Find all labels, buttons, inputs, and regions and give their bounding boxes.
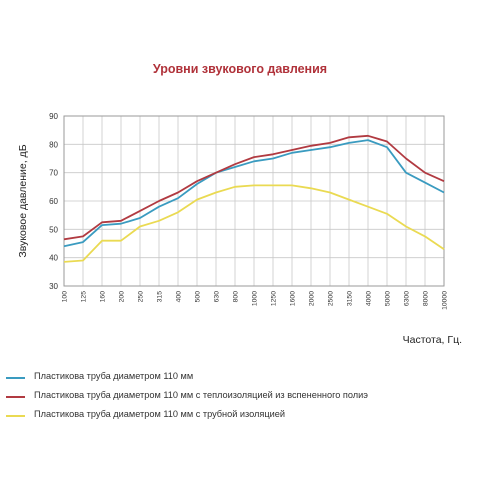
x-tick-label: 1600 bbox=[289, 291, 296, 306]
y-tick-label: 50 bbox=[49, 225, 58, 234]
series-line bbox=[63, 139, 445, 248]
legend-label: Пластикова труба диаметром 110 мм bbox=[34, 371, 194, 381]
x-tick-label: 6300 bbox=[403, 291, 410, 306]
y-tick-label: 70 bbox=[49, 169, 58, 178]
x-tick-label: 200 bbox=[118, 291, 125, 303]
x-tick-label: 800 bbox=[232, 291, 239, 303]
legend-item: Пластикова труба диаметром 110 мм с тепл… bbox=[6, 389, 474, 408]
x-tick-label: 2500 bbox=[327, 291, 334, 306]
x-axis-label: Частота, Гц. bbox=[403, 334, 462, 346]
legend-label: Пластикова труба диаметром 110 мм с труб… bbox=[34, 409, 286, 419]
x-tick-label: 3150 bbox=[346, 291, 353, 306]
legend-item: Пластикова труба диаметром 110 мм с труб… bbox=[6, 408, 474, 427]
legend-swatch bbox=[6, 377, 25, 379]
legend-swatch bbox=[6, 415, 25, 417]
x-tick-label: 100 bbox=[61, 291, 68, 303]
y-tick-label: 30 bbox=[49, 282, 58, 291]
x-tick-label: 125 bbox=[80, 291, 87, 303]
x-tick-label: 315 bbox=[156, 291, 163, 303]
series-lines bbox=[63, 134, 445, 263]
axes bbox=[63, 115, 445, 287]
legend-item: Пластикова труба диаметром 110 мм bbox=[6, 370, 474, 389]
y-tick-label: 90 bbox=[49, 112, 58, 121]
x-tick-label: 400 bbox=[175, 291, 182, 303]
x-tick-label: 1250 bbox=[270, 291, 277, 306]
y-tick-label: 40 bbox=[49, 254, 58, 263]
x-tick-label: 500 bbox=[194, 291, 201, 303]
y-axis-label: Звуковое давление, дБ bbox=[17, 144, 29, 257]
legend: Пластикова труба диаметром 110 мм Пласти… bbox=[6, 370, 474, 427]
series-line bbox=[63, 184, 445, 263]
x-tick-label: 630 bbox=[213, 291, 220, 303]
legend-label: Пластикова труба диаметром 110 мм с тепл… bbox=[34, 390, 368, 400]
x-tick-label: 160 bbox=[99, 291, 106, 303]
series-line bbox=[63, 134, 445, 241]
y-tick-label: 80 bbox=[49, 140, 58, 149]
x-tick-label: 4000 bbox=[365, 291, 372, 306]
x-tick-label: 8000 bbox=[422, 291, 429, 306]
x-tick-label: 10000 bbox=[441, 291, 448, 310]
y-tick-label: 60 bbox=[49, 197, 58, 206]
plot-frame bbox=[63, 115, 445, 287]
x-tick-label: 5000 bbox=[384, 291, 391, 306]
chart-title: Уровни звукового давления bbox=[152, 62, 328, 76]
tick-labels: 30 40 50 60 70 80 90 100 125 160 200 250 315 400 500 63… bbox=[17, 112, 462, 346]
x-tick-label: 1000 bbox=[251, 291, 258, 306]
x-tick-label: 250 bbox=[137, 291, 144, 303]
x-tick-label: 2000 bbox=[308, 291, 315, 306]
legend-swatch bbox=[6, 396, 25, 398]
